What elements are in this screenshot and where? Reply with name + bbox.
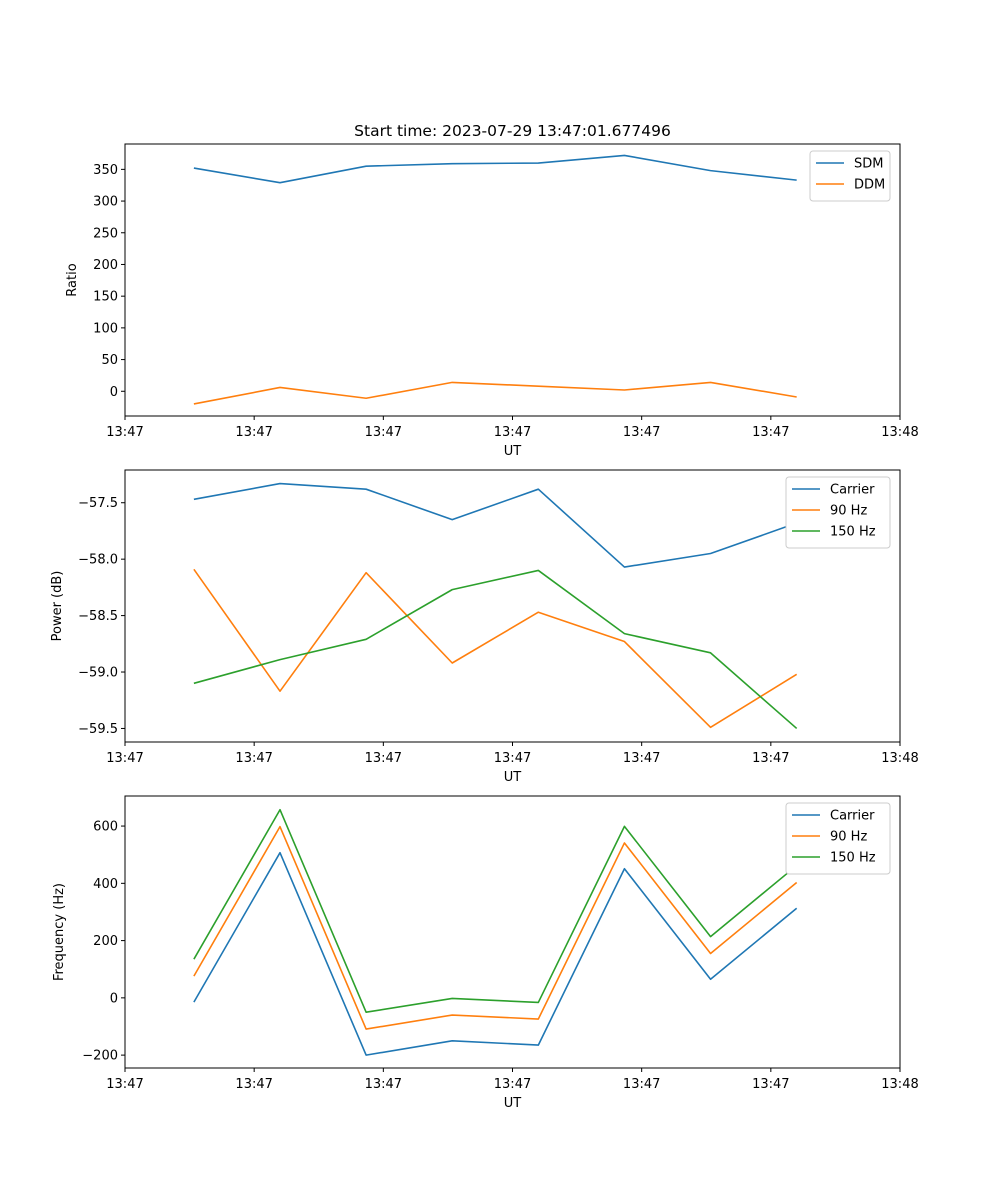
y-tick-label: −59.0 — [78, 666, 118, 681]
x-tick-label: 13:47 — [623, 751, 660, 766]
legend-label: 150 Hz — [830, 851, 876, 866]
legend-label: Carrier — [830, 483, 875, 498]
x-tick-label: 13:47 — [365, 751, 402, 766]
x-tick-label: 13:47 — [752, 425, 789, 440]
x-tick-label: 13:48 — [881, 1077, 918, 1092]
series-line-sdm — [193, 154, 797, 184]
x-tick-label: 13:47 — [235, 1077, 272, 1092]
y-axis-label: Ratio — [65, 263, 80, 296]
y-tick-label: 350 — [93, 163, 118, 178]
legend: SDM DDM — [809, 150, 891, 202]
x-tick-label: 13:47 — [752, 1077, 789, 1092]
legend-label: 90 Hz — [830, 504, 867, 519]
y-tick-label: 0 — [110, 385, 118, 400]
x-tick-label: 13:47 — [365, 1077, 402, 1092]
y-tick-label: 250 — [93, 226, 118, 241]
y-tick-label: −58.5 — [78, 609, 118, 624]
y-tick-label: −57.5 — [78, 496, 118, 511]
panel-ratio: 13:47 13:47 13:47 13:47 13:47 13:47 13:48 0 50 10… — [65, 143, 919, 459]
y-axis-label: Power (dB) — [50, 571, 65, 642]
x-tick-label: 13:47 — [494, 751, 531, 766]
y-tick-label: 150 — [93, 290, 118, 305]
panel-frequency: 13:47 13:47 13:47 13:47 13:47 13:47 13:48 −200 0… — [52, 795, 919, 1111]
x-tick-label: 13:47 — [235, 751, 272, 766]
series-line-carrier — [193, 482, 797, 568]
series-line-150-hz — [193, 808, 798, 1013]
legend-label: Carrier — [830, 809, 875, 824]
legend-label: 150 Hz — [830, 525, 876, 540]
y-tick-label: 400 — [93, 877, 118, 892]
x-tick-label: 13:47 — [365, 425, 402, 440]
legend-label: SDM — [854, 157, 883, 172]
y-tick-label: 0 — [110, 991, 118, 1006]
x-tick-label: 13:47 — [494, 1077, 531, 1092]
legend-label: 90 Hz — [830, 830, 867, 845]
y-tick-label: 100 — [93, 321, 118, 336]
chart-title: Start time: 2023-07-29 13:47:01.677496 — [354, 122, 671, 140]
series-line-ddm — [193, 381, 797, 405]
legend: Carrier 90 Hz 150 Hz — [785, 802, 891, 875]
x-tick-label: 13:47 — [106, 425, 143, 440]
x-axis-label: UT — [504, 1096, 522, 1111]
y-tick-label: 200 — [93, 258, 118, 273]
x-tick-label: 13:48 — [881, 425, 918, 440]
x-tick-label: 13:47 — [752, 751, 789, 766]
series-line-150-hz — [193, 569, 798, 730]
y-tick-label: 600 — [93, 820, 118, 835]
x-tick-label: 13:47 — [106, 1077, 143, 1092]
y-tick-label: 300 — [93, 195, 118, 210]
x-axis-label: UT — [504, 770, 522, 785]
y-tick-label: −59.5 — [78, 722, 118, 737]
x-tick-label: 13:48 — [881, 751, 918, 766]
y-tick-label: −58.0 — [78, 553, 118, 568]
legend-label: DDM — [854, 178, 885, 193]
series-line-90-hz — [193, 568, 798, 729]
x-tick-label: 13:47 — [494, 425, 531, 440]
x-axis-label: UT — [504, 444, 522, 459]
panel-power: 13:47 13:47 13:47 13:47 13:47 13:47 13:48 −59.5… — [50, 469, 919, 785]
y-tick-label: 200 — [93, 934, 118, 949]
y-tick-label: −200 — [82, 1049, 118, 1064]
series-line-90-hz — [193, 825, 798, 1030]
x-tick-label: 13:47 — [623, 425, 660, 440]
y-tick-label: 50 — [101, 353, 118, 368]
legend: Carrier 90 Hz 150 Hz — [785, 476, 891, 549]
series-line-carrier — [193, 851, 798, 1056]
x-tick-label: 13:47 — [623, 1077, 660, 1092]
x-tick-label: 13:47 — [235, 425, 272, 440]
y-axis-label: Frequency (Hz) — [52, 883, 67, 981]
x-tick-label: 13:47 — [106, 751, 143, 766]
